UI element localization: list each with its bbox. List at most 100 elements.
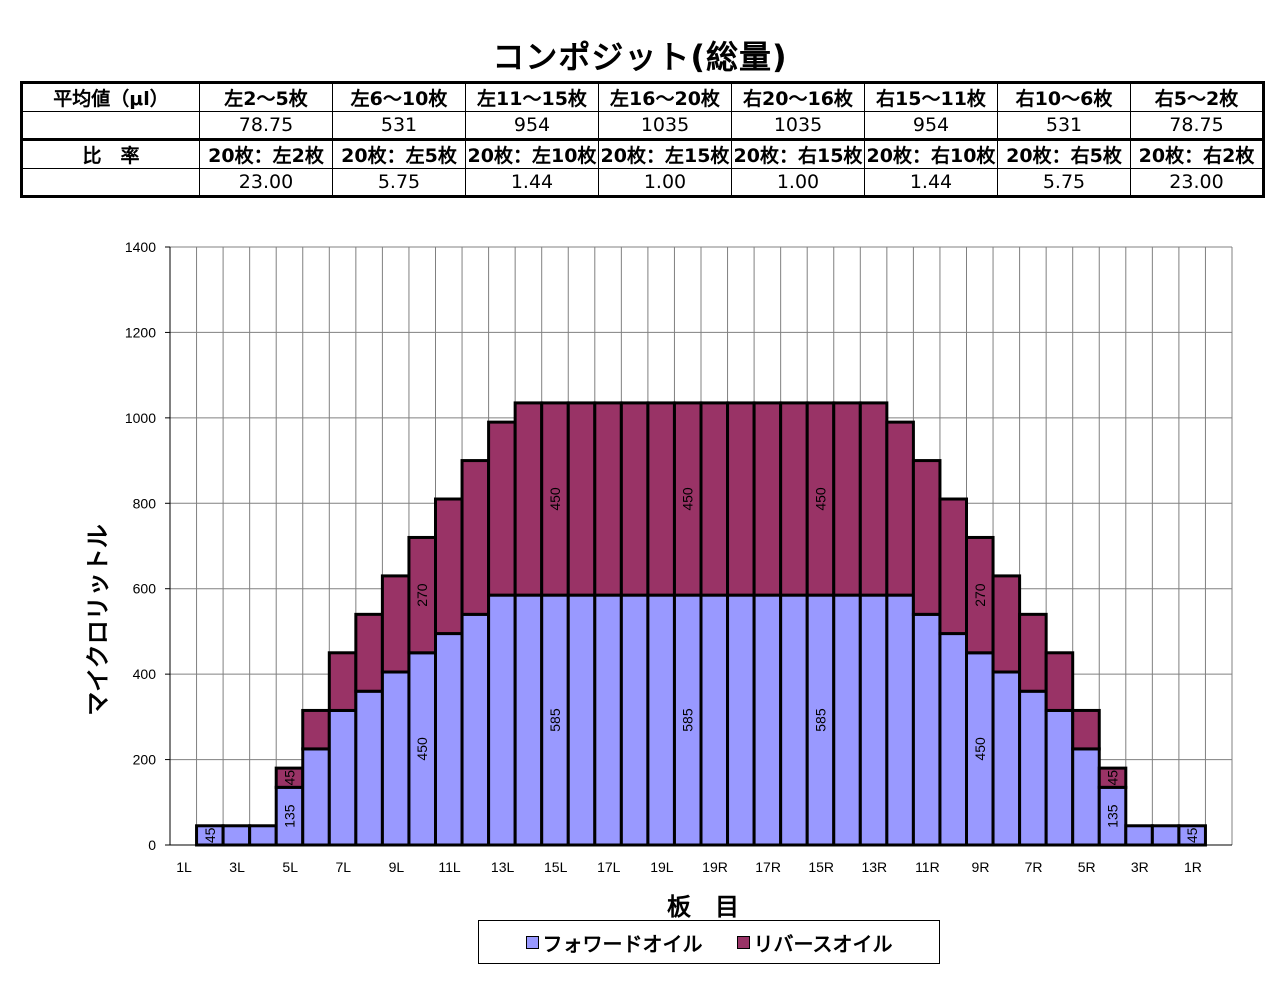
bar-reverse-oil — [805, 401, 836, 597]
data-label: 450 — [812, 487, 828, 511]
bar-forward-oil — [1150, 824, 1181, 847]
bar-reverse-oil — [1018, 612, 1048, 693]
bar-reverse-oil — [434, 497, 464, 636]
table-cell: 1.00 — [731, 168, 865, 197]
bar-reverse-oil — [1071, 708, 1101, 751]
table-cell: 531 — [997, 111, 1131, 140]
bar-reverse-oil — [407, 535, 438, 655]
x-tick-label: 9R — [972, 859, 990, 875]
bar-reverse-oil — [460, 459, 491, 616]
x-tick-label: 17R — [755, 859, 781, 875]
table-cell: 23.00 — [1130, 168, 1264, 197]
bar-reverse-oil — [885, 420, 915, 597]
table-cell: 531 — [332, 111, 466, 140]
legend-swatch — [736, 935, 750, 949]
bar-forward-oil — [832, 593, 862, 847]
bar-forward-oil — [619, 593, 650, 847]
bar-reverse-oil — [832, 401, 862, 597]
table-cell: 954 — [864, 111, 998, 140]
x-tick-label: 19L — [650, 859, 674, 875]
legend-item-reverse-oil: リバースオイル — [736, 928, 893, 957]
bar-reverse-oil — [380, 574, 411, 674]
x-tick-label: 15L — [544, 859, 568, 875]
data-label: 270 — [414, 583, 430, 607]
x-tick-label: 19R — [702, 859, 728, 875]
bar-forward-oil — [699, 593, 730, 847]
table-cell: 20枚：右5枚 — [997, 138, 1131, 169]
table-cell: 1.00 — [598, 168, 732, 197]
table-header-row-ratio: 比 率 20枚：左2枚 20枚：左5枚 20枚：左10枚 20枚：左15枚 20… — [21, 138, 1264, 169]
table-cell: 右20～16枚 — [731, 82, 865, 112]
table-row-ratio-values: 23.00 5.75 1.44 1.00 1.00 1.44 5.75 23.0… — [21, 168, 1264, 197]
table-cell: 78.75 — [1130, 111, 1264, 140]
bar-forward-oil — [911, 612, 942, 847]
table-cell: 左6～10枚 — [332, 82, 466, 112]
table-cell: 1035 — [598, 111, 732, 140]
data-label: 45 — [1184, 827, 1200, 843]
bar-forward-oil — [354, 689, 384, 847]
stacked-bar-chart: 4513545450270585450585450585450450270135… — [84, 239, 1233, 920]
table-cell: 右10～6枚 — [997, 82, 1131, 112]
data-label: 135 — [281, 804, 297, 828]
bar-forward-oil — [646, 593, 676, 847]
y-tick-label: 600 — [133, 581, 157, 597]
legend-label: フォワードオイル — [542, 931, 703, 956]
table-cell: 比 率 — [21, 138, 200, 169]
bar-forward-oil — [858, 593, 889, 847]
bar-reverse-oil — [1097, 766, 1128, 789]
data-label: 45 — [281, 770, 297, 786]
bar-forward-oil — [991, 670, 1022, 847]
bar-reverse-oil — [327, 651, 358, 712]
data-label: 135 — [1105, 804, 1121, 828]
x-tick-label: 5R — [1078, 859, 1096, 875]
table-cell: 20枚：右10枚 — [864, 138, 998, 169]
data-label: 585 — [680, 708, 696, 732]
bar-reverse-oil — [991, 574, 1022, 674]
data-label: 450 — [972, 737, 988, 761]
x-tick-label: 3L — [229, 859, 245, 875]
y-tick-label: 1400 — [125, 239, 156, 255]
table-cell: 20枚：左10枚 — [465, 138, 599, 169]
legend-label: リバースオイル — [753, 931, 893, 956]
bar-forward-oil — [1124, 824, 1154, 847]
table-cell: 5.75 — [332, 168, 466, 197]
bar-forward-oil — [221, 824, 252, 847]
table-cell: 20枚：左2枚 — [199, 138, 333, 169]
bar-reverse-oil — [699, 401, 730, 597]
bar-reverse-oil — [487, 420, 517, 597]
table-cell: 20枚：右15枚 — [731, 138, 865, 169]
bar-reverse-oil — [672, 401, 703, 597]
data-label: 450 — [680, 487, 696, 511]
bar-reverse-oil — [858, 401, 889, 597]
table-cell: 左2～5枚 — [199, 82, 333, 112]
bar-forward-oil — [566, 593, 597, 847]
bar-forward-oil — [752, 593, 783, 847]
bar-reverse-oil — [965, 535, 995, 655]
legend-item-forward-oil: フォワードオイル — [525, 928, 703, 957]
bar-forward-oil — [513, 593, 544, 847]
table-header-row-average: 平均値（μl） 左2～5枚 左6～10枚 左11～15枚 左16～20枚 右20… — [21, 82, 1264, 112]
table-cell: 平均値（μl） — [21, 82, 200, 112]
table-cell: 5.75 — [997, 168, 1131, 197]
x-tick-label: 1R — [1184, 859, 1202, 875]
bar-reverse-oil — [726, 401, 756, 597]
x-tick-label: 7L — [336, 859, 352, 875]
bar-forward-oil — [1018, 689, 1048, 847]
table-cell: 1.44 — [465, 168, 599, 197]
bar-reverse-oil — [354, 612, 384, 693]
y-tick-label: 800 — [133, 495, 157, 511]
data-label: 45 — [1105, 770, 1121, 786]
bar-reverse-oil — [779, 401, 809, 597]
x-tick-label: 3R — [1131, 859, 1149, 875]
summary-table: 平均値（μl） 左2～5枚 左6～10枚 左11～15枚 左16～20枚 右20… — [20, 81, 1265, 198]
bar-reverse-oil — [646, 401, 676, 597]
table-cell: 20枚：右2枚 — [1130, 138, 1264, 169]
chart-title: コンポジット(総量) — [492, 38, 788, 76]
bar-forward-oil — [487, 593, 517, 847]
data-label: 450 — [414, 737, 430, 761]
axes: 0 200 400 600 800 1000 1200 1400 1L 3L 5L 7L 9L 11L 13… — [125, 239, 1232, 875]
bar-forward-oil — [593, 593, 623, 847]
data-label: 45 — [202, 827, 218, 843]
y-tick-label: 200 — [133, 752, 157, 768]
table-cell: 1.44 — [864, 168, 998, 197]
